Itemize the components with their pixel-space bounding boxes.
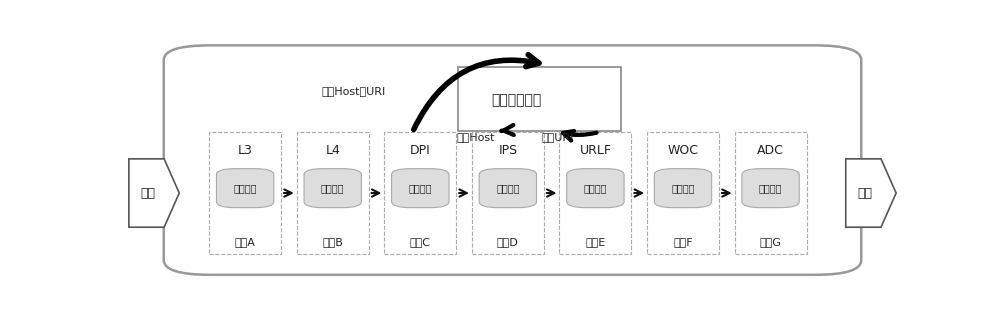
Text: 报文: 报文 [857,186,872,199]
Text: 用户策略: 用户策略 [671,183,695,193]
FancyBboxPatch shape [209,132,281,254]
Polygon shape [846,159,896,227]
FancyBboxPatch shape [479,169,537,208]
FancyBboxPatch shape [654,169,712,208]
Text: L3: L3 [238,144,253,157]
Text: 用户策略: 用户策略 [759,183,782,193]
Text: 模块C: 模块C [410,237,431,247]
Text: 报文: 报文 [141,186,156,199]
FancyBboxPatch shape [458,67,621,131]
Text: 模块A: 模块A [235,237,256,247]
FancyBboxPatch shape [384,132,456,254]
Text: 用户策略: 用户策略 [409,183,432,193]
Text: URLF: URLF [579,144,611,157]
Text: 模块G: 模块G [760,237,782,247]
Text: 读取Host: 读取Host [457,132,495,142]
Polygon shape [129,159,179,227]
Text: WOC: WOC [668,144,698,157]
FancyBboxPatch shape [164,45,861,275]
Text: IPS: IPS [498,144,517,157]
Text: 用户策略: 用户策略 [321,183,344,193]
Text: ADC: ADC [757,144,784,157]
Text: 模块B: 模块B [322,237,343,247]
Text: 模块D: 模块D [497,237,519,247]
FancyBboxPatch shape [559,132,631,254]
FancyBboxPatch shape [735,132,807,254]
FancyBboxPatch shape [216,169,274,208]
Text: 用户策略: 用户策略 [496,183,520,193]
Text: 全局共享内存: 全局共享内存 [491,93,542,107]
Text: 模块E: 模块E [585,237,606,247]
FancyBboxPatch shape [567,169,624,208]
Text: 用户策略: 用户策略 [584,183,607,193]
Text: 读取URI: 读取URI [541,132,574,142]
FancyBboxPatch shape [297,132,369,254]
FancyBboxPatch shape [647,132,719,254]
Text: L4: L4 [325,144,340,157]
Text: DPI: DPI [410,144,431,157]
FancyBboxPatch shape [472,132,544,254]
FancyBboxPatch shape [392,169,449,208]
Text: 用户策略: 用户策略 [233,183,257,193]
Text: 写入Host与URI: 写入Host与URI [322,86,386,95]
Text: 模块F: 模块F [673,237,693,247]
FancyBboxPatch shape [742,169,799,208]
FancyBboxPatch shape [304,169,361,208]
